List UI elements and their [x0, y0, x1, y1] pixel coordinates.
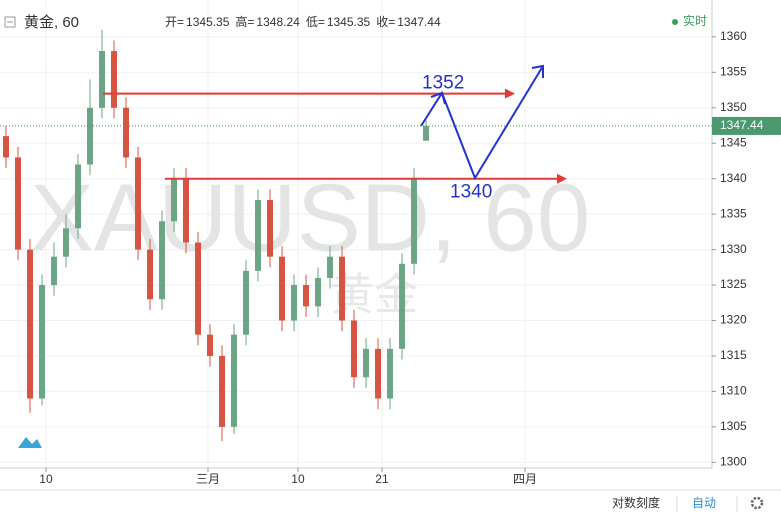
candle-body — [27, 249, 34, 399]
candle-body — [291, 285, 298, 321]
candle-body — [207, 334, 214, 356]
ohlc-header: 开= 1345.35 高= 1348.24 低= 1345.35 收= 1347.44 — [165, 14, 441, 29]
candle-body — [15, 157, 22, 250]
ohlc-value: 1345.35 — [327, 15, 371, 29]
y-tick-label: 1300 — [720, 454, 747, 468]
logo — [18, 437, 42, 448]
candle-body — [423, 125, 430, 141]
log-scale[interactable]: 对数刻度 — [612, 495, 660, 510]
candle-body — [159, 221, 166, 300]
auto-scale[interactable]: 自动 — [692, 496, 716, 510]
y-tick-label: 1320 — [720, 313, 747, 327]
candle-body — [399, 263, 406, 349]
x-tick-label: 四月 — [513, 472, 537, 486]
y-tick-label: 1310 — [720, 384, 747, 398]
candle-body — [135, 157, 142, 250]
last-price-label: 1347.44 — [720, 118, 764, 132]
symbol: 黄金, 60 — [24, 14, 79, 31]
candle-body — [111, 51, 118, 108]
candle-body — [219, 355, 226, 427]
ohlc-key: 低= — [306, 15, 325, 29]
candle-body — [279, 256, 286, 321]
x-tick-label: 21 — [375, 472, 389, 486]
candle-body — [243, 270, 250, 335]
y-tick-label: 1350 — [720, 100, 747, 114]
level-label: 1352 — [422, 73, 464, 94]
candle-body — [183, 178, 190, 243]
ohlc-key: 开= — [165, 15, 184, 29]
candle-body — [363, 348, 370, 378]
candle-body — [327, 256, 334, 278]
x-tick-label: 10 — [291, 472, 305, 486]
grid — [0, 0, 712, 468]
ohlc-key: 高= — [235, 14, 254, 29]
candle-body — [123, 107, 130, 158]
candle-body — [315, 277, 322, 307]
ohlc-value: 1348.24 — [256, 15, 300, 29]
realtime-dot — [672, 19, 678, 25]
candle-body — [63, 228, 70, 257]
watermark: XAUUSD, 60 — [30, 164, 590, 271]
candle-body — [51, 256, 58, 286]
candle-body — [411, 178, 418, 264]
level-label: 1340 — [450, 182, 492, 203]
y-tick-label: 1355 — [720, 64, 747, 78]
forecast-path — [420, 65, 544, 181]
y-tick-label: 1325 — [720, 277, 747, 291]
candle-body — [267, 199, 274, 257]
candle-body — [171, 178, 178, 222]
ohlc-value: 1345.35 — [186, 15, 230, 29]
candle-body — [3, 136, 10, 158]
ohlc-key: 收= — [376, 15, 395, 29]
settings-icon[interactable] — [750, 496, 764, 510]
y-tick-label: 1335 — [720, 206, 747, 220]
realtime: 实时 — [683, 13, 707, 28]
candles — [3, 29, 430, 442]
level-arrowhead — [557, 173, 567, 184]
candle-body — [231, 334, 238, 427]
candle-body — [75, 164, 82, 229]
last-price-box — [712, 116, 781, 135]
candle-body — [87, 107, 94, 165]
y-tick-label: 1315 — [720, 348, 747, 362]
ohlc-value: 1347.44 — [397, 15, 441, 29]
x-tick-label: 10 — [39, 472, 53, 486]
candle-body — [387, 348, 394, 399]
level-arrowhead — [505, 88, 515, 99]
forecast-arrowhead — [531, 64, 544, 78]
candle-body — [99, 51, 106, 108]
y-tick-label: 1345 — [720, 135, 747, 149]
candle-body — [39, 285, 46, 399]
y-tick-label: 1305 — [720, 419, 747, 433]
candle-body — [303, 285, 310, 307]
x-tick-label: 三月 — [196, 472, 220, 486]
y-tick-label: 1330 — [720, 242, 747, 256]
candle-body — [255, 199, 262, 271]
candle-body — [375, 348, 382, 399]
candle-body — [351, 320, 358, 378]
y-tick-label: 1360 — [720, 29, 747, 43]
candle-body — [147, 249, 154, 300]
candle-body — [339, 256, 346, 321]
y-tick-label: 1340 — [720, 171, 747, 185]
forecast-arrowhead — [430, 91, 446, 105]
collapse-icon[interactable] — [4, 16, 16, 28]
candle-body — [195, 242, 202, 335]
